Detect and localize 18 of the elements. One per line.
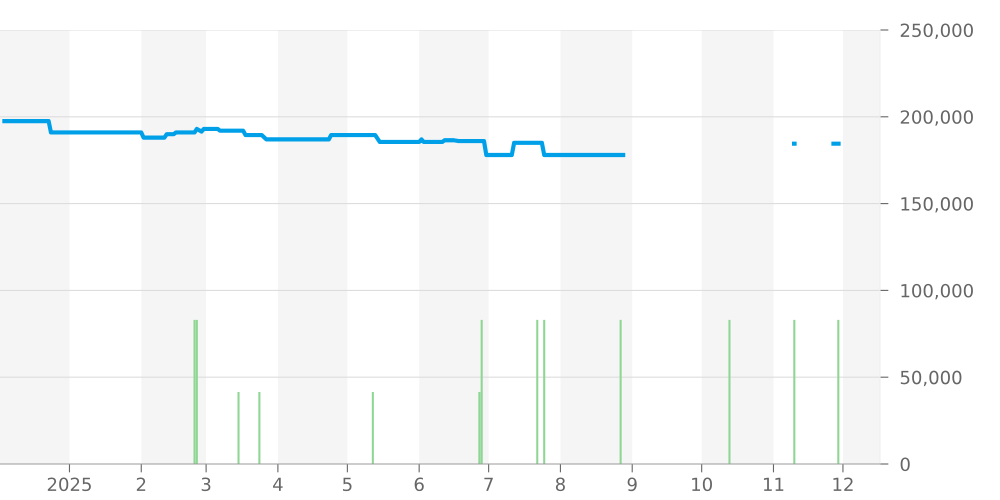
x-tick-label: 3 xyxy=(202,478,210,492)
x-tick-label: 5 xyxy=(343,478,352,492)
x-tick-label: 4 xyxy=(273,478,283,491)
y-tick-label: 200,000 xyxy=(900,110,973,126)
y-tick-label: 50,000 xyxy=(900,370,962,386)
x-tick-label: 9 xyxy=(628,478,637,492)
x-tick-label: 10 xyxy=(692,478,712,492)
x-tick-label: 8 xyxy=(556,478,565,492)
x-tick-label: 6 xyxy=(414,478,424,492)
x-tick-label: 7 xyxy=(484,478,493,491)
x-tick-label: 2025 xyxy=(48,478,91,492)
x-tick-label: 2 xyxy=(136,478,146,491)
y-tick-label: 100,000 xyxy=(901,284,973,300)
y-tick-label: 0 xyxy=(900,457,910,472)
y-tick-label: 150,000 xyxy=(901,197,973,213)
y-tick-label: 250,000 xyxy=(900,23,973,39)
x-tick-label: 11 xyxy=(764,478,784,491)
x-tick-label: 12 xyxy=(833,478,853,491)
